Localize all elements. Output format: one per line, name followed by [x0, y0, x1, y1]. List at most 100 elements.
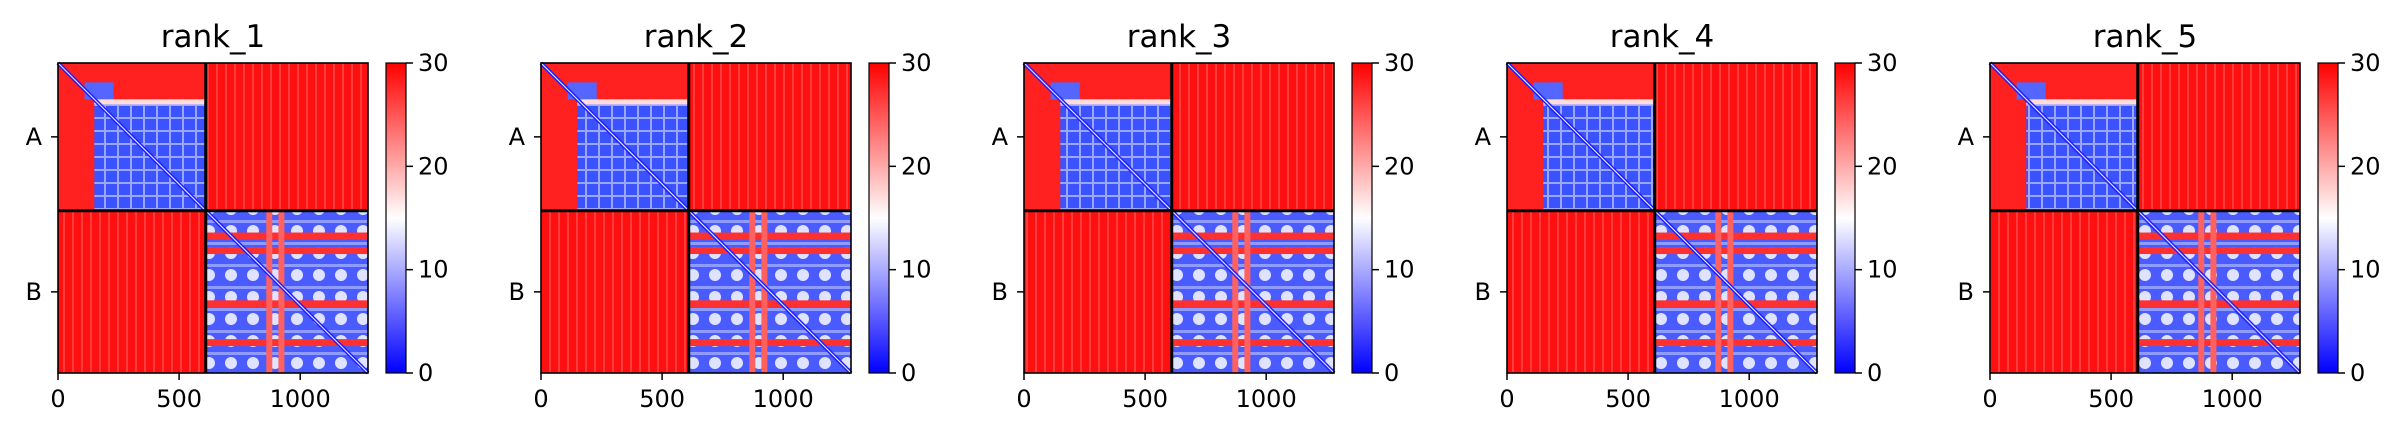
colorbar [1351, 62, 1373, 374]
heatmap-diagonal-core [1506, 62, 1818, 374]
heatmap-block-bb-band [205, 247, 368, 255]
heatmap-block-aa-edge [94, 99, 206, 105]
heatmap-block-aa-edge [1543, 99, 1655, 105]
panel-title: rank_5 [2093, 19, 2198, 55]
x-tick-label: 1000 [753, 385, 814, 413]
heatmap-block-ab [1654, 63, 1817, 211]
x-tick-label: 500 [1605, 385, 1651, 413]
panel-title: rank_1 [161, 19, 266, 55]
heatmap-block-bb-band [688, 232, 851, 240]
heatmap-block-bb-band [1654, 247, 1817, 255]
panel-title: rank_2 [644, 19, 749, 55]
x-tick-label: 500 [1122, 385, 1168, 413]
colorbar-tick-label: 20 [901, 152, 932, 180]
heatmap-frame [1506, 62, 1818, 374]
colorbar-tick-label: 0 [1867, 359, 1882, 387]
y-chain-label: A [1475, 123, 1492, 151]
colorbar-tick-label: 30 [418, 49, 449, 77]
x-tick-label: 500 [156, 385, 202, 413]
panel-4: rank_4 0 500 1000 A B 0 10 20 30 [1475, 19, 1898, 413]
heatmap-block-bb-band [688, 247, 851, 255]
colorbar-tick-label: 10 [1867, 256, 1898, 284]
colorbar-tick-label: 0 [2350, 359, 2365, 387]
heatmap-block-ba [58, 210, 206, 373]
y-chain-label: B [1958, 278, 1974, 306]
panel-3: rank_3 0 500 1000 A B 0 10 20 30 [992, 19, 1415, 413]
heatmap-frame [540, 62, 852, 374]
x-tick-label: 0 [50, 385, 65, 413]
heatmap-block-bb-band [1171, 339, 1334, 347]
heatmap-block-bb-band [1654, 300, 1817, 308]
colorbar-tick-label: 10 [901, 256, 932, 284]
heatmap-diagonal-core [57, 62, 369, 374]
heatmap-block-bb-band [2198, 210, 2205, 373]
colorbar-tick-label: 20 [1867, 152, 1898, 180]
colorbar-tick-label: 20 [418, 152, 449, 180]
colorbar-tick-label: 30 [1867, 49, 1898, 77]
colorbar-tick-label: 30 [901, 49, 932, 77]
x-tick-label: 1000 [2202, 385, 2263, 413]
colorbar-tick-label: 30 [2350, 49, 2381, 77]
heatmap-block-ba [1024, 210, 1172, 373]
heatmap-block-bb-band [205, 339, 368, 347]
colorbar-tick-label: 10 [1384, 256, 1415, 284]
heatmap-block-bb-band [761, 210, 768, 373]
heatmap-block-bb-band [2137, 232, 2300, 240]
heatmap-block-bb-band [205, 232, 368, 240]
heatmap-block-bb-band [1171, 247, 1334, 255]
heatmap-block-aa-edge [1060, 99, 1172, 105]
heatmap-frame [1023, 62, 1335, 374]
colorbar-tick-label: 10 [418, 256, 449, 284]
colorbar [2317, 62, 2339, 374]
heatmap-block-bb-band [1654, 339, 1817, 347]
heatmap-block-ba [1507, 210, 1655, 373]
panel-title: rank_4 [1610, 19, 1715, 55]
heatmap-diagonal-core [1023, 62, 1335, 374]
y-chain-label: B [992, 278, 1008, 306]
heatmap-block-bb-band [1171, 300, 1334, 308]
heatmap-block-bb-band [1232, 210, 1239, 373]
colorbar [385, 62, 407, 374]
heatmap-block-ba [1990, 210, 2138, 373]
y-chain-label: A [992, 123, 1009, 151]
heatmap-block-bb-band [2137, 339, 2300, 347]
colorbar-tick-label: 30 [1384, 49, 1415, 77]
heatmap-block-ab [1171, 63, 1334, 211]
heatmap-diagonal-core [540, 62, 852, 374]
colorbar [868, 62, 890, 374]
colorbar-tick-label: 20 [1384, 152, 1415, 180]
heatmap-block-bb-band [2210, 210, 2217, 373]
x-tick-label: 1000 [1719, 385, 1780, 413]
heatmap-block-bb-band [688, 300, 851, 308]
x-tick-label: 500 [2088, 385, 2134, 413]
heatmap-block-aa-edge [577, 99, 689, 105]
panel-5: rank_5 0 500 1000 A B 0 10 20 30 [1958, 19, 2381, 413]
x-tick-label: 1000 [270, 385, 331, 413]
x-tick-label: 500 [639, 385, 685, 413]
heatmap-block-bb-band [2137, 247, 2300, 255]
heatmap-block-bb-band [1715, 210, 1722, 373]
heatmap-block-ba [541, 210, 689, 373]
y-chain-label: A [1958, 123, 1975, 151]
heatmap-block-ab [2137, 63, 2300, 211]
panel-1: rank_1 0 500 1000 A B 0 10 20 30 [26, 19, 449, 413]
heatmap-block-bb-band [1171, 232, 1334, 240]
heatmap-diagonal-core [1989, 62, 2301, 374]
y-chain-label: B [26, 278, 42, 306]
y-chain-label: A [26, 123, 43, 151]
heatmap-block-bb-band [1727, 210, 1734, 373]
heatmap-block-bb-band [2137, 300, 2300, 308]
y-chain-label: B [509, 278, 525, 306]
heatmap-block-bb-band [688, 339, 851, 347]
heatmap-block-ab [205, 63, 368, 211]
panel-2: rank_2 0 500 1000 A B 0 10 20 30 [509, 19, 932, 413]
heatmap-block-bb-band [1244, 210, 1251, 373]
colorbar-tick-label: 20 [2350, 152, 2381, 180]
x-tick-label: 0 [533, 385, 548, 413]
heatmap-block-bb-band [1654, 232, 1817, 240]
x-tick-label: 1000 [1236, 385, 1297, 413]
x-tick-label: 0 [1016, 385, 1031, 413]
heatmap-block-ab [688, 63, 851, 211]
heatmap-block-aa-edge [2026, 99, 2138, 105]
